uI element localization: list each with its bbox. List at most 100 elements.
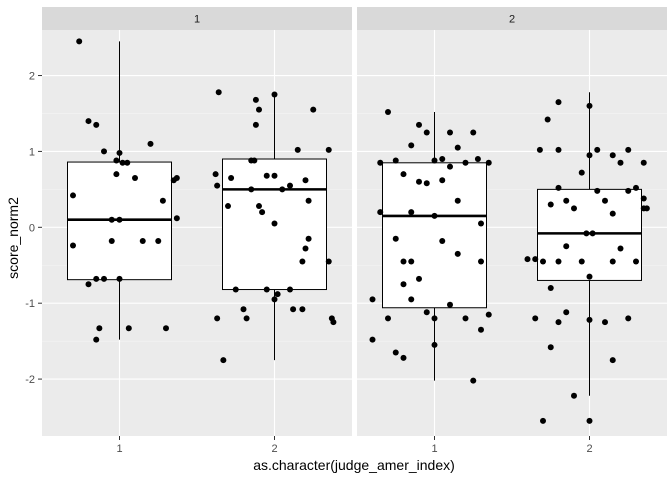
data-point bbox=[609, 258, 616, 265]
data-point bbox=[602, 319, 608, 326]
data-point bbox=[139, 237, 146, 244]
data-point bbox=[385, 315, 391, 322]
data-point bbox=[271, 172, 278, 179]
data-point bbox=[633, 258, 639, 265]
x-tick-label: 1 bbox=[116, 443, 122, 455]
data-point bbox=[485, 311, 492, 318]
data-point bbox=[240, 306, 247, 313]
y-tick-label: 2 bbox=[29, 71, 35, 83]
data-point bbox=[586, 417, 593, 424]
x-tick-label: 2 bbox=[586, 443, 592, 455]
data-point bbox=[555, 258, 562, 265]
data-point bbox=[287, 182, 293, 189]
data-point bbox=[159, 197, 166, 204]
data-point bbox=[263, 172, 270, 179]
data-point bbox=[400, 281, 407, 288]
data-point bbox=[299, 258, 306, 265]
data-point bbox=[274, 291, 281, 298]
data-point bbox=[232, 286, 239, 293]
data-point bbox=[93, 121, 100, 128]
data-point bbox=[555, 146, 562, 153]
data-point bbox=[132, 174, 138, 181]
data-point bbox=[640, 159, 647, 166]
data-point bbox=[392, 157, 399, 164]
data-point bbox=[547, 344, 554, 351]
data-point bbox=[93, 336, 100, 343]
data-point bbox=[85, 281, 92, 288]
data-point bbox=[462, 315, 469, 322]
data-point bbox=[544, 116, 551, 123]
data-point bbox=[617, 245, 624, 252]
data-point bbox=[563, 197, 570, 204]
data-point bbox=[563, 243, 570, 250]
data-point bbox=[439, 177, 446, 184]
data-point bbox=[330, 319, 337, 326]
data-point bbox=[70, 192, 76, 199]
data-point bbox=[416, 178, 422, 185]
data-point bbox=[408, 142, 415, 149]
data-point bbox=[594, 187, 601, 194]
data-point bbox=[248, 186, 255, 193]
x-axis: 1 2 1 2 bbox=[116, 436, 593, 455]
data-point bbox=[602, 197, 608, 204]
data-point bbox=[617, 159, 624, 166]
data-point bbox=[392, 235, 399, 242]
data-point bbox=[447, 163, 453, 170]
data-point bbox=[385, 108, 391, 115]
data-point bbox=[571, 392, 577, 399]
data-point bbox=[640, 195, 647, 202]
data-point bbox=[271, 296, 278, 303]
data-point bbox=[586, 273, 593, 280]
facet-panel-1: 1 bbox=[42, 7, 352, 436]
box-iqr bbox=[382, 162, 487, 309]
data-point bbox=[215, 89, 222, 96]
data-point bbox=[400, 354, 407, 361]
data-point bbox=[555, 184, 562, 191]
data-point bbox=[423, 309, 430, 316]
data-point bbox=[108, 237, 115, 244]
data-point bbox=[431, 212, 438, 219]
data-point bbox=[625, 146, 632, 153]
data-point bbox=[113, 171, 120, 178]
x-tick-label: 2 bbox=[271, 443, 277, 455]
data-point bbox=[431, 341, 438, 348]
data-point bbox=[96, 325, 103, 332]
data-point bbox=[225, 203, 231, 210]
data-point bbox=[116, 216, 123, 223]
y-tick-label: 0 bbox=[29, 222, 35, 234]
data-point bbox=[586, 102, 593, 109]
data-point bbox=[252, 96, 259, 103]
data-point bbox=[547, 201, 554, 208]
facet-strip bbox=[357, 7, 667, 30]
data-point bbox=[256, 106, 262, 113]
y-axis: -2 -1 0 1 2 bbox=[25, 71, 42, 386]
data-point bbox=[325, 146, 332, 153]
data-point bbox=[625, 187, 632, 194]
boxplot-1-1 bbox=[67, 38, 180, 343]
data-point bbox=[571, 205, 577, 212]
data-point bbox=[124, 159, 131, 166]
data-point bbox=[252, 121, 259, 128]
data-point bbox=[454, 250, 461, 257]
data-point bbox=[470, 129, 477, 136]
data-point bbox=[299, 306, 306, 313]
data-point bbox=[287, 286, 293, 293]
data-point bbox=[220, 357, 227, 364]
data-point bbox=[423, 180, 430, 187]
data-point bbox=[485, 159, 492, 166]
data-point bbox=[594, 146, 601, 153]
data-point bbox=[302, 177, 309, 184]
data-point bbox=[524, 256, 531, 263]
boxplot-2-1 bbox=[369, 108, 492, 384]
data-point bbox=[116, 275, 123, 282]
data-point bbox=[586, 152, 593, 159]
data-point bbox=[173, 215, 180, 222]
data-point bbox=[251, 157, 258, 164]
data-point bbox=[478, 258, 484, 265]
data-point bbox=[478, 326, 484, 333]
data-point bbox=[279, 186, 286, 193]
data-point bbox=[400, 258, 407, 265]
boxplot-1-2 bbox=[212, 89, 337, 364]
